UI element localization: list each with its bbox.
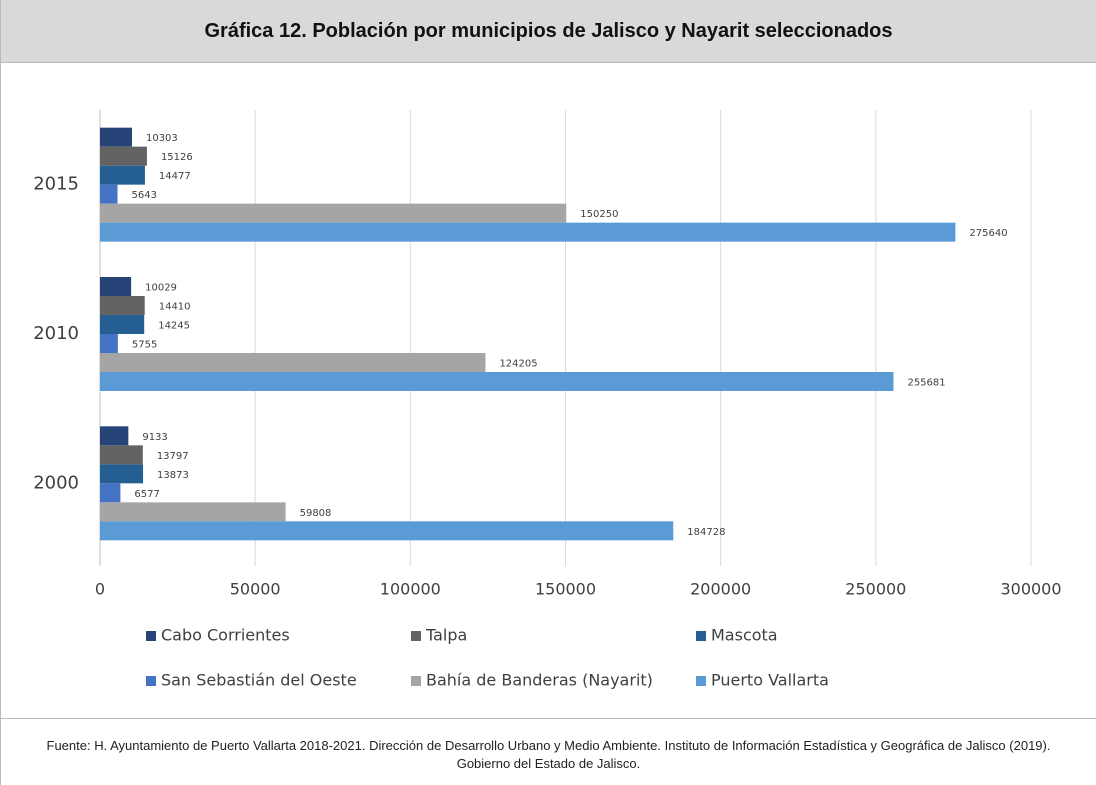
legend-swatch bbox=[146, 631, 156, 641]
bar bbox=[100, 203, 567, 223]
bar bbox=[100, 464, 144, 484]
legend-label: Talpa bbox=[425, 626, 467, 645]
data-label: 14245 bbox=[158, 321, 190, 332]
bar bbox=[100, 502, 286, 522]
chart-title: Gráfica 12. Población por municipios de … bbox=[1, 0, 1096, 63]
data-label: 9133 bbox=[142, 432, 167, 443]
x-tick-label: 250000 bbox=[845, 580, 906, 599]
legend-label: Puerto Vallarta bbox=[711, 671, 829, 690]
y-tick-label: 2015 bbox=[33, 174, 79, 195]
x-tick-label: 300000 bbox=[1000, 580, 1061, 599]
x-tick-label: 50000 bbox=[230, 580, 281, 599]
y-tick-label: 2000 bbox=[33, 472, 79, 493]
bar bbox=[100, 521, 674, 541]
data-label: 255681 bbox=[907, 378, 945, 389]
bar bbox=[100, 483, 121, 503]
legend-label: San Sebastián del Oeste bbox=[161, 671, 357, 690]
legend-swatch bbox=[696, 676, 706, 686]
footer: Fuente: H. Ayuntamiento de Puerto Vallar… bbox=[1, 718, 1096, 773]
data-label: 5755 bbox=[132, 340, 157, 351]
x-tick-label: 150000 bbox=[535, 580, 596, 599]
legend-swatch bbox=[146, 676, 156, 686]
data-label: 14410 bbox=[159, 302, 191, 313]
data-label: 10303 bbox=[146, 133, 178, 144]
data-label: 10029 bbox=[145, 283, 177, 294]
data-label: 150250 bbox=[580, 209, 618, 220]
legend-swatch bbox=[411, 676, 421, 686]
data-label: 15126 bbox=[161, 152, 193, 163]
data-label: 13873 bbox=[157, 470, 189, 481]
bar bbox=[100, 426, 129, 446]
data-label: 13797 bbox=[157, 451, 189, 462]
legend-swatch bbox=[411, 631, 421, 641]
bar bbox=[100, 165, 145, 185]
data-label: 275640 bbox=[969, 228, 1007, 239]
legend-swatch bbox=[696, 631, 706, 641]
legend-label: Cabo Corrientes bbox=[161, 626, 290, 645]
x-tick-label: 100000 bbox=[380, 580, 441, 599]
data-label: 6577 bbox=[134, 489, 159, 500]
data-label: 14477 bbox=[159, 171, 191, 182]
bar bbox=[100, 184, 118, 204]
bar bbox=[100, 353, 486, 372]
x-tick-label: 0 bbox=[95, 580, 105, 599]
bar bbox=[100, 296, 145, 315]
legend-label: Bahía de Banderas (Nayarit) bbox=[426, 671, 653, 690]
x-tick-label: 200000 bbox=[690, 580, 751, 599]
bar bbox=[100, 372, 894, 391]
bar bbox=[100, 222, 956, 242]
bar bbox=[100, 127, 132, 147]
data-label: 184728 bbox=[687, 527, 725, 538]
data-label: 124205 bbox=[499, 359, 537, 370]
bar bbox=[100, 445, 143, 465]
bar bbox=[100, 334, 118, 353]
data-label: 59808 bbox=[300, 508, 332, 519]
data-label: 5643 bbox=[132, 190, 157, 201]
bar bbox=[100, 277, 132, 296]
y-tick-label: 2010 bbox=[33, 323, 79, 344]
chart: 0 50000 100000 150000 200000 250000 300000 2000… bbox=[33, 110, 1062, 690]
bar bbox=[100, 315, 145, 334]
source-note: Fuente: H. Ayuntamiento de Puerto Vallar… bbox=[46, 738, 1051, 771]
legend-label: Mascota bbox=[711, 626, 778, 645]
bar bbox=[100, 146, 147, 166]
